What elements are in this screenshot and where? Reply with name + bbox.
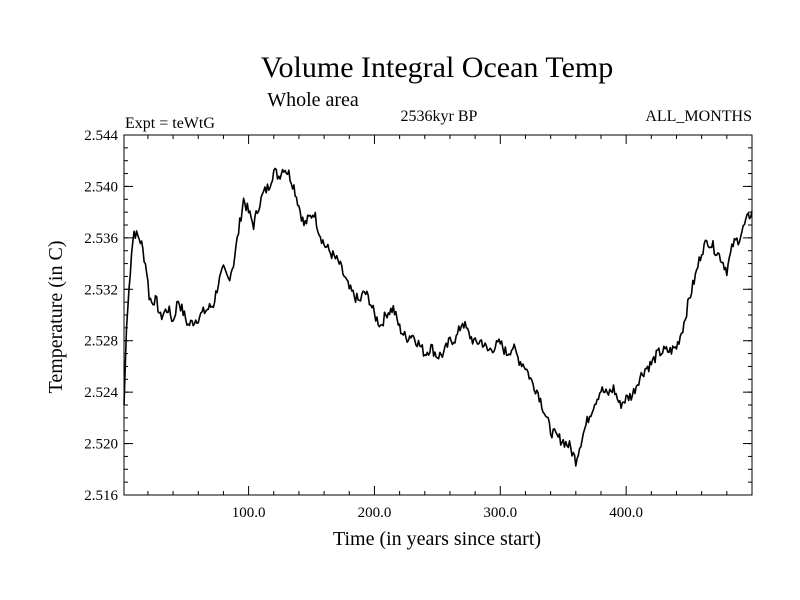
y-tick-label: 2.524 xyxy=(84,385,118,401)
y-tick-label: 2.520 xyxy=(84,437,118,453)
x-tick-label: 100.0 xyxy=(232,505,266,521)
x-tick-label: 400.0 xyxy=(609,505,643,521)
x-tick-label: 200.0 xyxy=(358,505,392,521)
y-tick-label: 2.532 xyxy=(84,282,118,298)
chart-title: Volume Integral Ocean Temp xyxy=(261,51,614,84)
x-axis-label: Time (in years since start) xyxy=(333,528,541,550)
period-label: 2536kyr BP xyxy=(401,108,478,125)
y-tick-label: 2.528 xyxy=(84,334,118,350)
y-tick-label: 2.544 xyxy=(84,128,118,144)
series-layer xyxy=(123,167,753,467)
y-tick-label: 2.540 xyxy=(84,179,118,195)
months-label: ALL_MONTHS xyxy=(645,108,752,125)
tick-marks xyxy=(124,134,752,496)
experiment-label: Expt = teWtG xyxy=(125,115,215,132)
y-tick-label: 2.536 xyxy=(84,231,118,247)
chart-subtitle: Whole area xyxy=(267,89,359,111)
y-tick-label: 2.516 xyxy=(84,488,118,504)
tick-labels: 2.516 2.520 2.524 2.528 2.532 2.536 2.540 2.544… xyxy=(84,128,643,521)
y-axis-label: Temperature (in C) xyxy=(45,241,67,394)
x-tick-label: 300.0 xyxy=(483,505,517,521)
series-line xyxy=(123,167,753,467)
